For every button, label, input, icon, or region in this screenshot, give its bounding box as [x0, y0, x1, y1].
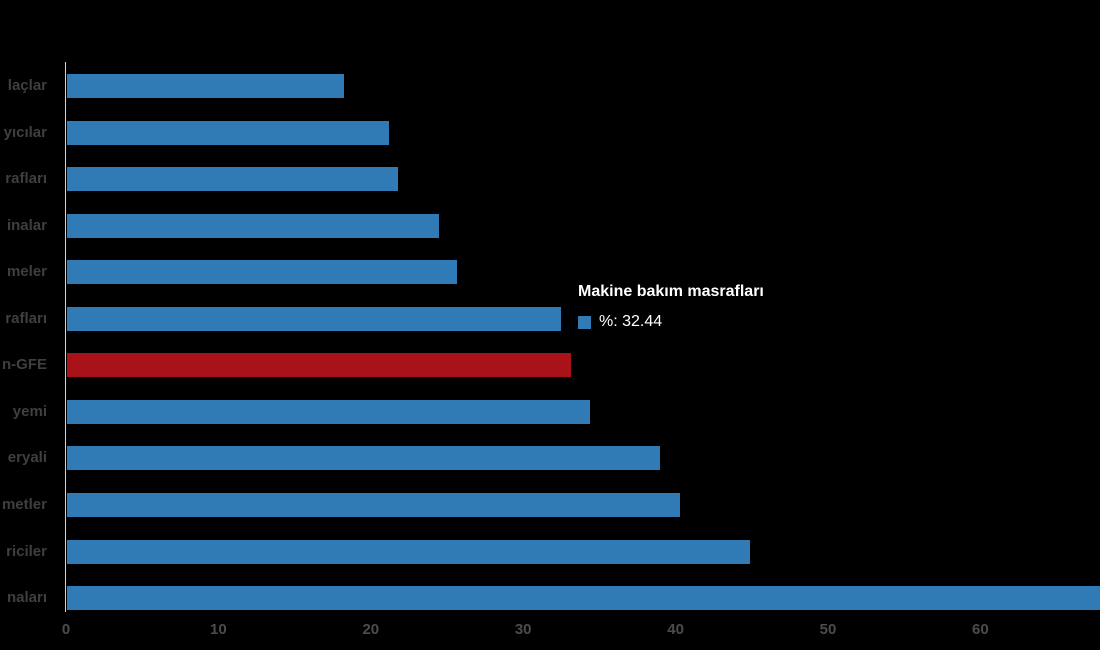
tooltip: Makine bakım masrafları %: 32.44: [578, 283, 764, 331]
category-label: naları: [6, 589, 47, 607]
x-tick-label: 50: [819, 621, 837, 638]
y-axis-line: [65, 62, 66, 612]
bar[interactable]: [67, 213, 439, 238]
category-label: riciler: [6, 542, 47, 560]
category-label: eryali: [7, 449, 47, 467]
category-label: yemi: [12, 402, 47, 420]
tooltip-series-swatch: [578, 315, 591, 329]
category-label: laçlar: [7, 77, 47, 94]
bar[interactable]: [67, 586, 1100, 611]
x-tick-label: 30: [514, 621, 532, 638]
bar[interactable]: [67, 74, 344, 98]
x-tick-label: 10: [210, 621, 227, 638]
bar[interactable]: [67, 399, 590, 424]
bar[interactable]: [67, 167, 398, 192]
category-label: rafları: [5, 309, 47, 327]
category-label: metler: [1, 495, 47, 513]
x-tick-label: 20: [362, 621, 380, 638]
category-label: inalar: [6, 216, 47, 234]
bar[interactable]: [67, 492, 680, 517]
category-label: yıcılar: [3, 123, 47, 141]
bar[interactable]: [67, 260, 457, 285]
bar[interactable]: [67, 539, 750, 564]
bar[interactable]: [67, 120, 389, 145]
category-label: rafları: [5, 170, 47, 188]
tooltip-value: %: 32.44: [599, 313, 663, 330]
bar[interactable]: [67, 306, 561, 331]
x-tick-label: 40: [667, 621, 684, 638]
bar-highlighted[interactable]: [67, 353, 571, 378]
x-tick-label: 0: [61, 621, 71, 638]
bar[interactable]: [67, 446, 660, 471]
tooltip-title: Makine bakım masrafları: [578, 283, 764, 300]
x-tick-label: 60: [972, 621, 989, 638]
category-label: n-GFE: [2, 356, 47, 374]
category-label: meler: [6, 263, 47, 281]
